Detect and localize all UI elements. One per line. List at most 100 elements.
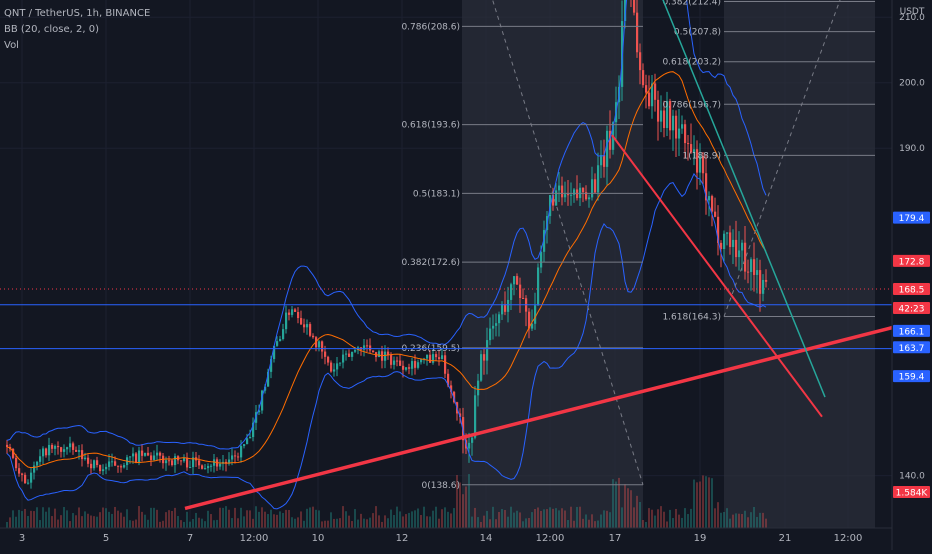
candle-body[interactable] (201, 465, 204, 469)
candle-body[interactable] (75, 449, 78, 452)
candle-body[interactable] (447, 373, 450, 386)
candle-body[interactable] (204, 468, 207, 470)
candle-body[interactable] (342, 354, 345, 363)
candle-body[interactable] (312, 335, 315, 338)
candle-body[interactable] (252, 422, 255, 438)
candle-body[interactable] (93, 460, 96, 469)
candle-body[interactable] (276, 341, 279, 346)
candle-body[interactable] (150, 455, 153, 460)
price-badge[interactable] (893, 341, 930, 354)
candle-body[interactable] (705, 173, 708, 201)
candle-body[interactable] (528, 311, 531, 329)
volume-indicator-label[interactable]: Vol (4, 40, 19, 51)
candle-body[interactable] (486, 340, 489, 361)
candle-body[interactable] (696, 149, 699, 173)
candle-body[interactable] (180, 460, 183, 462)
candle-body[interactable] (183, 457, 186, 462)
candle-body[interactable] (537, 267, 540, 306)
candle-body[interactable] (294, 309, 297, 312)
candle-body[interactable] (450, 385, 453, 392)
candle-body[interactable] (681, 124, 684, 129)
candle-body[interactable] (129, 456, 132, 458)
candle-body[interactable] (48, 444, 51, 456)
candle-body[interactable] (12, 448, 15, 458)
candle-body[interactable] (303, 324, 306, 328)
candle-body[interactable] (402, 365, 405, 370)
candle-body[interactable] (642, 70, 645, 86)
candle-body[interactable] (432, 354, 435, 363)
candle-body[interactable] (690, 144, 693, 153)
candle-body[interactable] (243, 444, 246, 447)
candle-body[interactable] (282, 329, 285, 339)
candle-body[interactable] (369, 345, 372, 351)
candle-body[interactable] (117, 465, 120, 467)
price-badge[interactable] (893, 301, 930, 314)
candle-body[interactable] (558, 185, 561, 191)
candle-body[interactable] (237, 456, 240, 458)
candle-body[interactable] (666, 100, 669, 128)
candle-body[interactable] (408, 367, 411, 369)
candle-body[interactable] (366, 345, 369, 347)
candle-body[interactable] (240, 446, 243, 458)
candle-body[interactable] (471, 437, 474, 443)
candle-body[interactable] (504, 304, 507, 312)
candle-body[interactable] (165, 460, 168, 464)
candle-body[interactable] (765, 279, 768, 282)
candle-body[interactable] (405, 367, 408, 370)
candle-body[interactable] (738, 250, 741, 258)
candle-body[interactable] (300, 318, 303, 325)
candle-body[interactable] (51, 444, 54, 449)
candle-body[interactable] (564, 194, 567, 198)
candle-body[interactable] (387, 351, 390, 355)
candle-body[interactable] (600, 154, 603, 166)
candle-body[interactable] (753, 259, 756, 275)
candle-body[interactable] (699, 156, 702, 173)
candle-body[interactable] (720, 242, 723, 249)
candle-body[interactable] (138, 450, 141, 464)
candle-body[interactable] (711, 196, 714, 212)
candle-body[interactable] (474, 395, 477, 438)
candle-body[interactable] (390, 354, 393, 365)
candle-body[interactable] (468, 442, 471, 449)
candle-body[interactable] (498, 314, 501, 324)
candle-body[interactable] (435, 354, 438, 358)
candle-body[interactable] (210, 465, 213, 467)
candle-body[interactable] (648, 92, 651, 107)
candle-body[interactable] (540, 251, 543, 268)
candle-body[interactable] (645, 85, 648, 93)
price-badge[interactable] (893, 254, 930, 267)
candle-body[interactable] (87, 457, 90, 464)
candle-body[interactable] (192, 457, 195, 468)
candle-body[interactable] (714, 211, 717, 217)
candle-body[interactable] (273, 345, 276, 360)
candle-body[interactable] (585, 192, 588, 200)
candle-body[interactable] (597, 165, 600, 193)
candle-body[interactable] (33, 465, 36, 473)
price-badge[interactable] (893, 324, 930, 337)
candle-body[interactable] (762, 279, 765, 294)
candle-body[interactable] (669, 100, 672, 131)
candle-body[interactable] (105, 466, 108, 470)
price-badge[interactable] (893, 370, 930, 383)
candle-body[interactable] (207, 466, 210, 469)
candle-body[interactable] (270, 359, 273, 372)
candle-body[interactable] (507, 299, 510, 312)
candle-body[interactable] (78, 450, 81, 452)
candle-body[interactable] (561, 185, 564, 198)
candle-body[interactable] (189, 467, 192, 469)
candle-body[interactable] (324, 351, 327, 357)
candle-body[interactable] (399, 360, 402, 366)
candle-body[interactable] (543, 230, 546, 252)
candle-body[interactable] (57, 445, 60, 448)
candle-body[interactable] (84, 457, 87, 460)
candle-body[interactable] (732, 239, 735, 247)
candle-body[interactable] (441, 355, 444, 360)
candle-body[interactable] (69, 443, 72, 448)
candle-body[interactable] (534, 305, 537, 324)
candle-body[interactable] (729, 232, 732, 247)
candle-body[interactable] (156, 452, 159, 456)
candle-body[interactable] (261, 390, 264, 411)
candle-body[interactable] (555, 190, 558, 206)
candle-body[interactable] (516, 276, 519, 285)
